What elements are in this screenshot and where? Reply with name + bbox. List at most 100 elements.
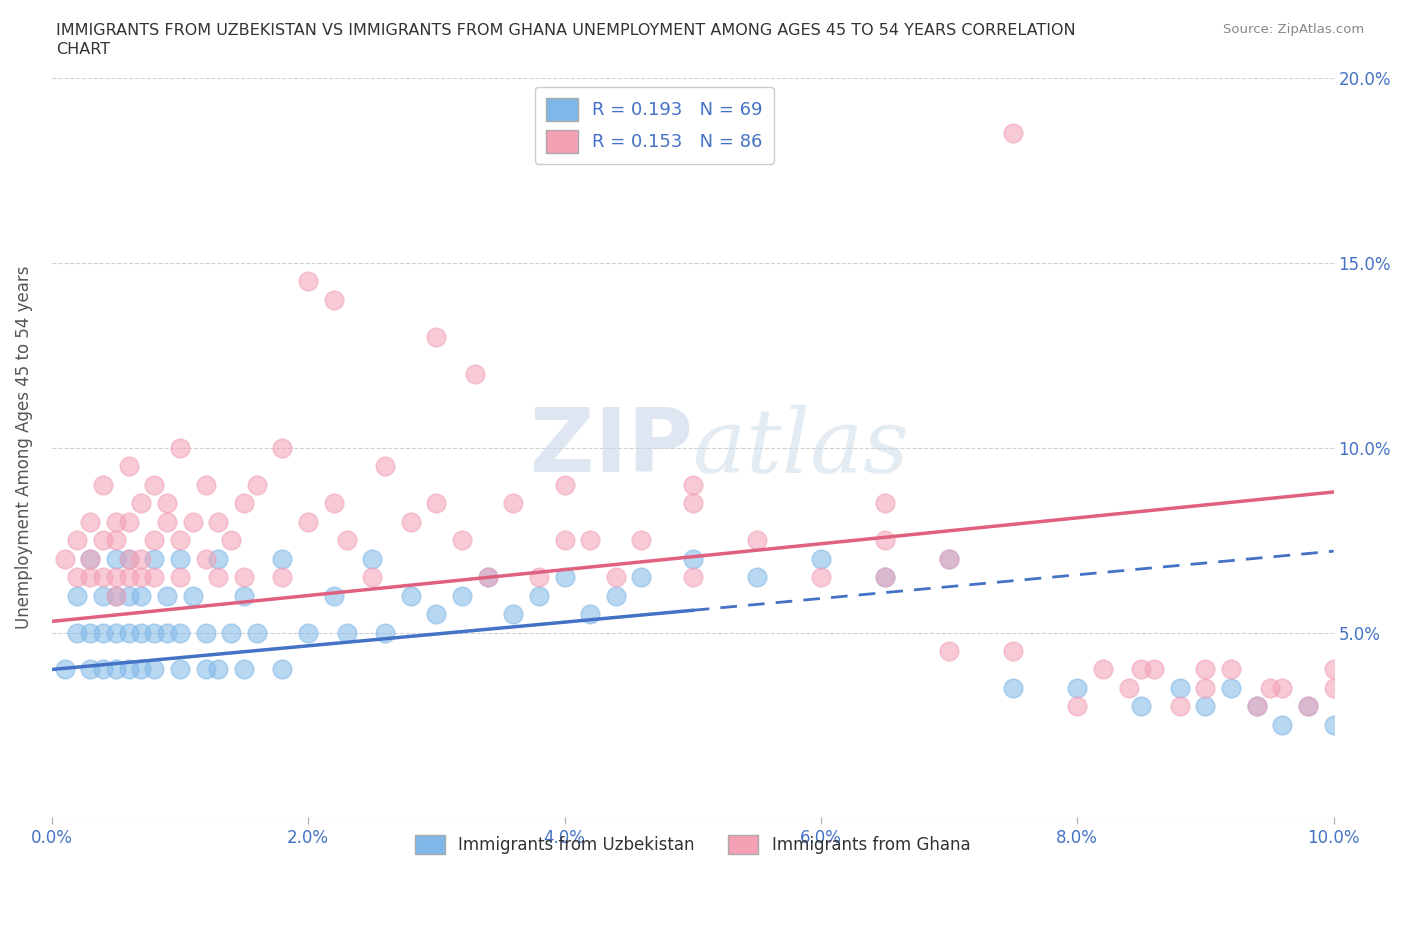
Point [553, 569, 575, 584]
Point [233, 662, 256, 677]
Point [66, 533, 89, 548]
Point [169, 551, 191, 566]
Point [104, 533, 127, 548]
Point [233, 569, 256, 584]
Point [104, 569, 127, 584]
Point [1246, 699, 1268, 714]
Point [79, 551, 101, 566]
Point [118, 551, 141, 566]
Point [104, 625, 127, 640]
Point [91, 588, 114, 603]
Point [79, 569, 101, 584]
Point [873, 569, 896, 584]
Point [156, 588, 179, 603]
Point [79, 551, 101, 566]
Point [66, 569, 89, 584]
Point [104, 588, 127, 603]
Text: IMMIGRANTS FROM UZBEKISTAN VS IMMIGRANTS FROM GHANA UNEMPLOYMENT AMONG AGES 45 T: IMMIGRANTS FROM UZBEKISTAN VS IMMIGRANTS… [56, 23, 1076, 38]
Y-axis label: Unemployment Among Ages 45 to 54 years: Unemployment Among Ages 45 to 54 years [15, 266, 32, 630]
Point [873, 496, 896, 511]
Point [361, 551, 384, 566]
Point [131, 569, 153, 584]
Point [1194, 699, 1216, 714]
Point [118, 458, 141, 473]
Point [233, 496, 256, 511]
Point [271, 569, 294, 584]
Point [873, 533, 896, 548]
Point [938, 644, 960, 658]
Point [682, 496, 704, 511]
Point [104, 588, 127, 603]
Text: ZIP: ZIP [530, 405, 693, 491]
Point [53, 551, 76, 566]
Point [527, 569, 550, 584]
Point [374, 625, 396, 640]
Point [169, 625, 191, 640]
Point [91, 533, 114, 548]
Point [104, 551, 127, 566]
Point [118, 514, 141, 529]
Point [1296, 699, 1319, 714]
Point [553, 477, 575, 492]
Point [477, 569, 499, 584]
Point [207, 514, 229, 529]
Point [451, 533, 474, 548]
Point [156, 625, 179, 640]
Point [374, 458, 396, 473]
Point [682, 477, 704, 492]
Point [118, 625, 141, 640]
Legend: Immigrants from Uzbekistan, Immigrants from Ghana: Immigrants from Uzbekistan, Immigrants f… [409, 829, 977, 861]
Point [131, 588, 153, 603]
Point [527, 588, 550, 603]
Point [131, 496, 153, 511]
Point [91, 625, 114, 640]
Point [79, 625, 101, 640]
Point [1323, 662, 1346, 677]
Point [118, 569, 141, 584]
Point [630, 569, 652, 584]
Point [181, 514, 204, 529]
Point [207, 551, 229, 566]
Point [194, 477, 217, 492]
Point [322, 292, 344, 307]
Point [745, 533, 768, 548]
Point [336, 533, 359, 548]
Point [1296, 699, 1319, 714]
Point [1220, 662, 1243, 677]
Point [91, 662, 114, 677]
Point [297, 273, 319, 288]
Point [1271, 718, 1294, 733]
Point [1091, 662, 1114, 677]
Point [156, 496, 179, 511]
Point [246, 625, 269, 640]
Point [682, 569, 704, 584]
Point [1323, 718, 1346, 733]
Point [156, 514, 179, 529]
Point [605, 569, 627, 584]
Point [464, 366, 486, 381]
Point [143, 569, 166, 584]
Point [1143, 662, 1166, 677]
Point [1002, 126, 1025, 140]
Point [1130, 699, 1153, 714]
Point [938, 551, 960, 566]
Point [1066, 699, 1088, 714]
Point [169, 533, 191, 548]
Text: Source: ZipAtlas.com: Source: ZipAtlas.com [1223, 23, 1364, 36]
Point [207, 662, 229, 677]
Point [131, 625, 153, 640]
Point [79, 662, 101, 677]
Point [219, 625, 242, 640]
Point [1220, 681, 1243, 696]
Point [169, 569, 191, 584]
Point [169, 440, 191, 455]
Point [194, 551, 217, 566]
Point [579, 606, 602, 621]
Point [399, 514, 422, 529]
Point [810, 551, 832, 566]
Point [194, 625, 217, 640]
Point [143, 625, 166, 640]
Point [1002, 644, 1025, 658]
Point [1246, 699, 1268, 714]
Point [938, 551, 960, 566]
